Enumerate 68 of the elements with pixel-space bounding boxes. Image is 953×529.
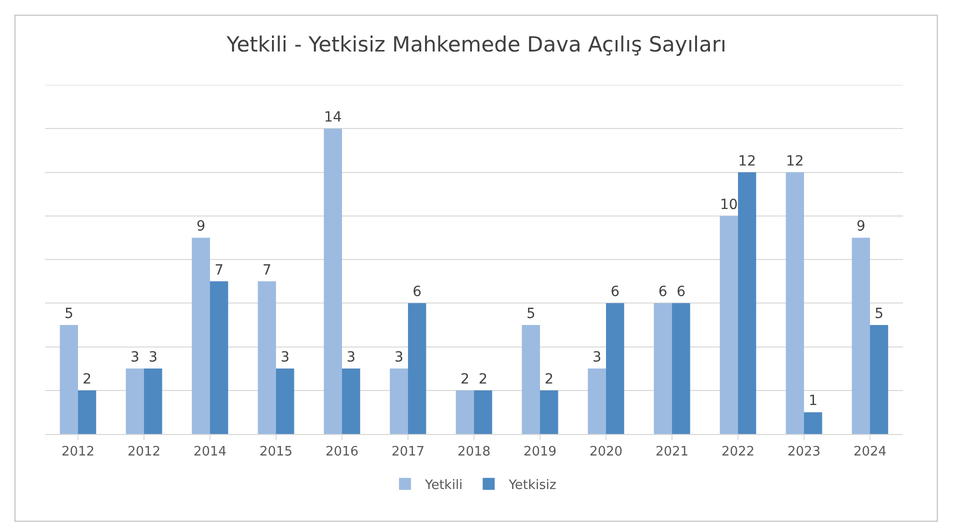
data-label: 2 <box>82 371 92 388</box>
bar <box>258 281 276 434</box>
bar <box>540 390 558 434</box>
bar <box>192 238 210 434</box>
x-tick-label: 2016 <box>325 444 359 460</box>
bar <box>60 324 78 434</box>
bar <box>738 172 756 434</box>
chart-title: Yetkili - Yetkisiz Mahkemede Dava Açılış Sayıları <box>226 32 726 57</box>
data-label: 3 <box>592 350 602 366</box>
bar <box>720 216 738 434</box>
x-tick-label: 2024 <box>853 444 887 460</box>
data-label: 6 <box>658 284 668 300</box>
bar <box>324 128 342 434</box>
bar <box>606 303 624 434</box>
bar <box>870 324 888 434</box>
data-label: 2 <box>544 371 554 388</box>
data-label: 5 <box>526 306 536 322</box>
legend-label: Yetkili <box>424 478 463 493</box>
bar <box>276 368 294 434</box>
data-label: 12 <box>738 153 756 170</box>
bar <box>522 324 540 434</box>
bar <box>210 281 228 434</box>
data-label: 14 <box>324 110 342 126</box>
data-label: 9 <box>856 218 866 235</box>
bar <box>78 390 96 434</box>
data-label: 10 <box>720 196 738 213</box>
x-tick-label: 2015 <box>259 444 293 460</box>
bar <box>144 368 162 434</box>
bar <box>654 303 672 434</box>
bar <box>786 172 804 434</box>
x-tick-label: 2012 <box>61 444 95 460</box>
data-label: 5 <box>64 306 74 322</box>
data-label: 7 <box>214 262 224 278</box>
data-label: 9 <box>196 218 206 235</box>
data-label: 1 <box>808 393 818 410</box>
x-tick-label: 2017 <box>391 444 425 460</box>
x-tick-label: 2018 <box>457 444 491 460</box>
x-tick-label: 2021 <box>655 444 689 460</box>
data-label: 6 <box>610 284 620 300</box>
bar <box>342 368 360 434</box>
data-label: 2 <box>460 371 470 388</box>
x-tick-label: 2020 <box>589 444 623 460</box>
legend-label: Yetkisiz <box>508 478 557 493</box>
data-label: 3 <box>394 350 404 366</box>
data-label: 6 <box>412 284 422 300</box>
bar <box>672 303 690 434</box>
data-label: 3 <box>130 350 140 366</box>
x-tick-label: 2012 <box>127 444 161 460</box>
x-tick-label: 2014 <box>193 444 227 460</box>
data-label: 12 <box>786 153 804 170</box>
bar <box>456 390 474 434</box>
bar <box>126 368 144 434</box>
bar <box>390 368 408 434</box>
bar <box>804 412 822 434</box>
data-label: 6 <box>676 284 686 300</box>
data-label: 7 <box>262 262 272 278</box>
data-label: 5 <box>874 306 884 322</box>
data-label: 3 <box>280 350 290 366</box>
bar <box>588 368 606 434</box>
data-label: 2 <box>478 371 488 388</box>
x-tick-label: 2022 <box>721 444 755 460</box>
x-tick-label: 2019 <box>523 444 557 460</box>
bar <box>852 238 870 434</box>
data-label: 3 <box>148 350 158 366</box>
data-label: 3 <box>346 350 356 366</box>
bar <box>474 390 492 434</box>
x-tick-label: 2023 <box>787 444 821 460</box>
bar <box>408 303 426 434</box>
